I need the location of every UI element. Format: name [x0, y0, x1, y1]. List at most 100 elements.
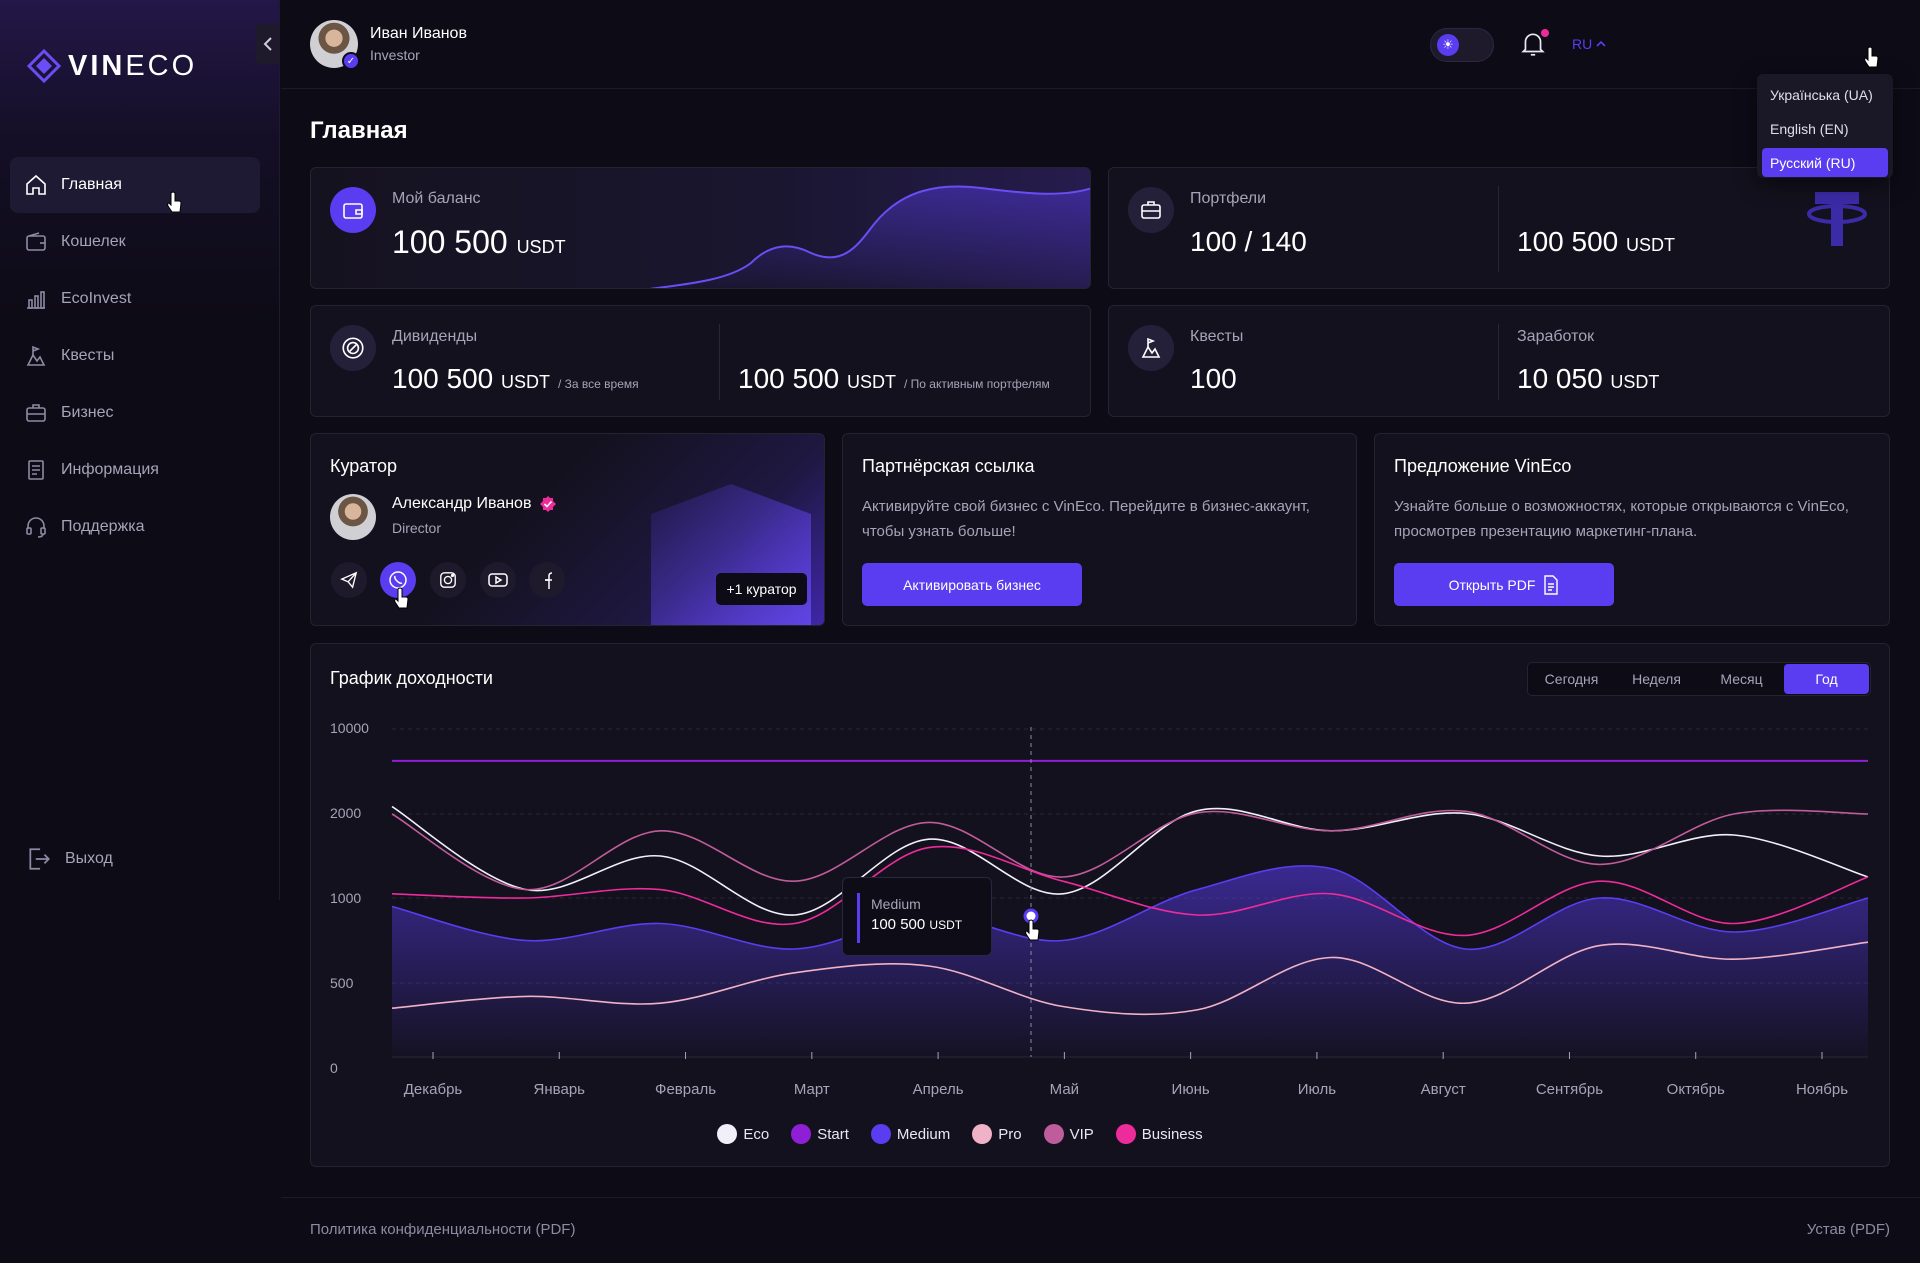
wallet-icon: [330, 187, 376, 233]
portfolios-label: Портфели: [1190, 190, 1267, 207]
balance-label: Мой баланс: [392, 190, 481, 207]
legend-label: Medium: [896, 1125, 951, 1143]
series-line-pro[interactable]: [391, 941, 1869, 1016]
logout-button[interactable]: Выход: [26, 846, 113, 872]
period-year[interactable]: Год: [1784, 664, 1869, 694]
series-line-vip[interactable]: [391, 809, 1869, 891]
dividends-label: Дивиденды: [392, 328, 478, 345]
x-tick-label: Апрель: [912, 1081, 964, 1098]
chart-tooltip: Medium 100 500 USDT: [842, 877, 992, 956]
cursor-icon: [394, 587, 409, 609]
divider: [1498, 324, 1499, 400]
facebook-icon: [545, 572, 553, 589]
language-current: RU: [1572, 36, 1593, 52]
activate-business-button[interactable]: Активировать бизнес: [862, 563, 1082, 606]
user-profile[interactable]: ✓ Иван Иванов Investor: [310, 20, 467, 70]
theme-toggle[interactable]: ☀: [1430, 28, 1494, 62]
quests-value: 100: [1190, 363, 1237, 394]
dividends-all-note: / За все время: [558, 377, 639, 391]
portfolios-value: 100 500: [1517, 226, 1619, 257]
language-selector[interactable]: RU: [1572, 36, 1606, 52]
x-tick-label: Январь: [533, 1081, 585, 1098]
legend-item-pro[interactable]: Pro: [972, 1124, 1022, 1144]
x-tick-label: Август: [1420, 1081, 1466, 1098]
series-line-medium[interactable]: [391, 865, 1869, 950]
legend-item-eco[interactable]: Eco: [717, 1124, 769, 1144]
balance-value: 100 500: [392, 224, 508, 260]
charter-link[interactable]: Устав (PDF): [1806, 1221, 1890, 1238]
chart-legend: Eco Start Medium Pro VIP Business: [0, 1124, 1920, 1144]
portfolios-count: 100 / 140: [1190, 226, 1307, 257]
legend-item-medium[interactable]: Medium: [870, 1124, 951, 1144]
facebook-button[interactable]: [529, 562, 565, 598]
legend-label: Business: [1141, 1125, 1203, 1143]
verified-icon: ✓: [342, 52, 360, 70]
legend-item-vip[interactable]: VIP: [1043, 1124, 1094, 1144]
earnings-label: Заработок: [1517, 328, 1595, 345]
series-line-eco[interactable]: [391, 805, 1869, 916]
sidebar-item-wallet[interactable]: Кошелек: [10, 214, 260, 270]
sidebar-item-quests[interactable]: Квесты: [10, 328, 260, 384]
x-tick-label: Июль: [1297, 1081, 1337, 1098]
portfolios-unit: USDT: [1626, 235, 1675, 255]
chart-title: График доходности: [330, 668, 493, 688]
partner-title: Партнёрская ссылка: [862, 456, 1035, 476]
x-tick-label: Май: [1049, 1081, 1080, 1098]
privacy-policy-link[interactable]: Политика конфиденциальности (PDF): [310, 1221, 576, 1238]
sidebar-item-ecoinvest[interactable]: EcoInvest: [10, 271, 260, 327]
dividends-active-value: 100 500: [738, 363, 840, 394]
period-week[interactable]: Неделя: [1632, 671, 1681, 687]
x-tick-label: Ноябрь: [1795, 1081, 1849, 1098]
legend-label: Pro: [998, 1125, 1022, 1143]
legend-swatch: [972, 1124, 993, 1144]
portfolios-card: Портфели 100 / 140 100 500 USDT: [1108, 167, 1890, 289]
earnings-unit: USDT: [1610, 372, 1660, 392]
telegram-button[interactable]: [331, 562, 367, 598]
quest-icon: [1128, 325, 1174, 371]
x-tick-label: Декабрь: [403, 1081, 463, 1098]
y-tick-label: 0: [330, 1060, 338, 1076]
legend-item-business[interactable]: Business: [1115, 1124, 1203, 1144]
logo-icon: [26, 48, 62, 84]
logo-text-bold: VIN: [68, 49, 126, 82]
legend-swatch: [717, 1124, 738, 1144]
user-name: Иван Иванов: [370, 25, 467, 42]
sidebar-collapse-button[interactable]: [256, 24, 280, 64]
sidebar-item-business[interactable]: Бизнес: [10, 385, 260, 441]
x-tick-label: Февраль: [655, 1081, 717, 1098]
cursor-icon: [1025, 919, 1040, 941]
more-curators-badge[interactable]: +1 куратор: [716, 573, 807, 605]
document-icon: [28, 460, 44, 480]
logout-icon: [29, 848, 50, 870]
tooltip-series: Medium: [871, 896, 921, 912]
sidebar-item-support[interactable]: Поддержка: [10, 499, 260, 555]
sidebar-item-label: Бизнес: [61, 404, 114, 421]
briefcase-icon: [26, 404, 46, 422]
period-today[interactable]: Сегодня: [1544, 671, 1599, 687]
sidebar-item-label: Кошелек: [61, 233, 126, 250]
y-tick-label: 1000: [330, 890, 362, 906]
youtube-button[interactable]: [480, 562, 516, 598]
notifications-button[interactable]: [1520, 29, 1549, 63]
period-month[interactable]: Месяц: [1720, 671, 1763, 687]
balance-sparkline: [649, 185, 1090, 288]
sidebar-item-home[interactable]: Главная: [10, 157, 260, 213]
pdf-icon: [1544, 574, 1559, 595]
offer-text: Узнайте больше о возможностях, которые о…: [1394, 498, 1849, 540]
series-line-business[interactable]: [391, 845, 1869, 937]
y-tick-label: 10000: [330, 720, 369, 736]
logo-text-light: ECO: [125, 49, 198, 82]
sidebar-item-label: Информация: [61, 461, 159, 478]
logo[interactable]: VINECO: [26, 48, 197, 84]
dividends-icon: [330, 325, 376, 371]
language-option-en[interactable]: English (EN): [1770, 120, 1849, 137]
language-option-ua[interactable]: Українська (UA): [1770, 86, 1873, 103]
language-option-ru[interactable]: Русский (RU): [1762, 148, 1888, 177]
legend-item-start[interactable]: Start: [791, 1124, 849, 1144]
wallet-icon: [26, 232, 46, 251]
instagram-button[interactable]: [430, 562, 466, 598]
open-pdf-button[interactable]: Открыть PDF: [1394, 563, 1614, 606]
divider: [719, 324, 720, 400]
sidebar-item-information[interactable]: Информация: [10, 442, 260, 498]
